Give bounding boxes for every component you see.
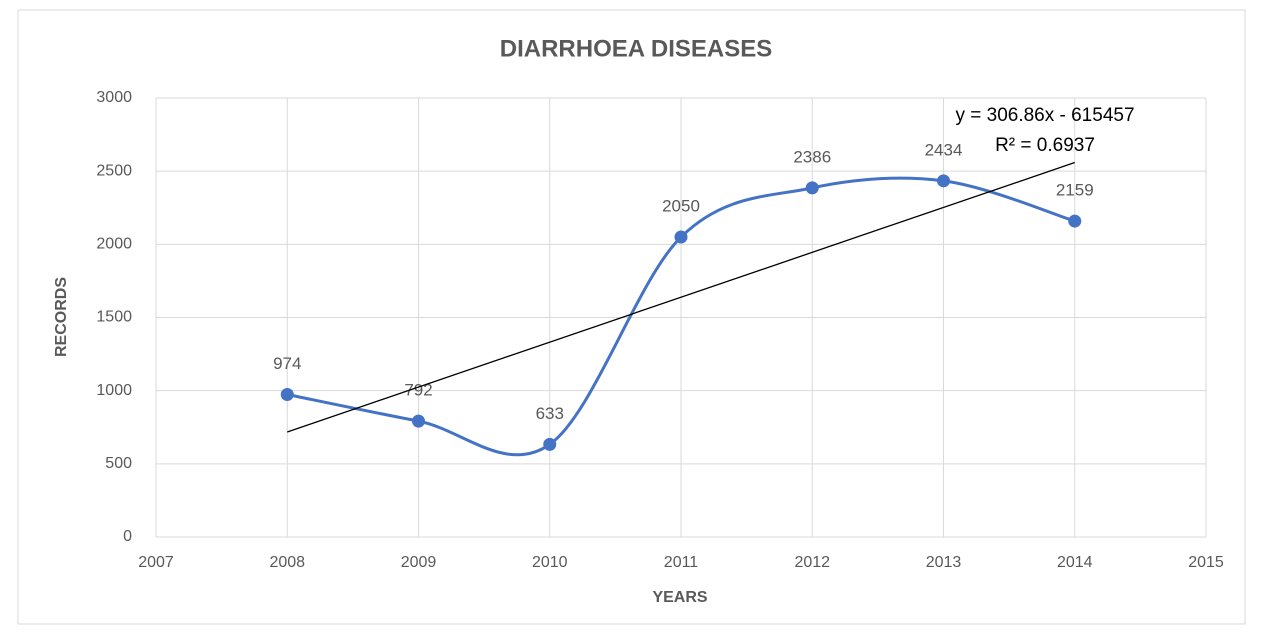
data-point (1068, 214, 1082, 228)
data-point (805, 181, 819, 195)
x-tick-label: 2011 (664, 554, 699, 571)
x-tick-label: 2008 (269, 554, 305, 571)
x-tick-label: 2010 (532, 554, 568, 571)
x-tick-label: 2015 (1188, 554, 1224, 571)
x-axis-title: YEARS (652, 589, 707, 606)
y-tick-label: 0 (123, 528, 132, 545)
y-tick-label: 500 (105, 455, 132, 472)
data-label: 2434 (925, 140, 963, 159)
y-tick-label: 3000 (96, 89, 132, 106)
y-tick-label: 1000 (96, 382, 132, 399)
x-tick-label: 2009 (401, 554, 437, 571)
data-label: 974 (273, 354, 301, 373)
x-tick-label: 2007 (138, 554, 174, 571)
data-label: 2386 (793, 147, 831, 166)
x-tick-label: 2013 (926, 554, 962, 571)
data-point (674, 230, 688, 244)
data-point (280, 387, 294, 401)
trendline (287, 161, 1075, 433)
data-point (412, 414, 425, 428)
data-label: 2159 (1056, 181, 1094, 200)
data-point (543, 437, 557, 451)
y-tick-label: 2000 (96, 236, 132, 253)
trendline-r-squared: R² = 0.6937 (995, 135, 1095, 156)
data-label: 2050 (662, 197, 700, 216)
y-axis-title: RECORDS (53, 277, 70, 357)
y-tick-label: 1500 (96, 309, 132, 326)
data-label: 792 (404, 381, 432, 400)
y-tick-label: 2500 (96, 162, 132, 179)
data-label: 633 (536, 404, 564, 423)
x-tick-label: 2012 (794, 554, 830, 571)
x-tick-label: 2014 (1057, 554, 1093, 571)
chart-title: DIARRHOEA DISEASES (500, 35, 772, 62)
data-point (937, 174, 950, 188)
trendline-equation: y = 306.86x - 615457 (955, 105, 1134, 126)
